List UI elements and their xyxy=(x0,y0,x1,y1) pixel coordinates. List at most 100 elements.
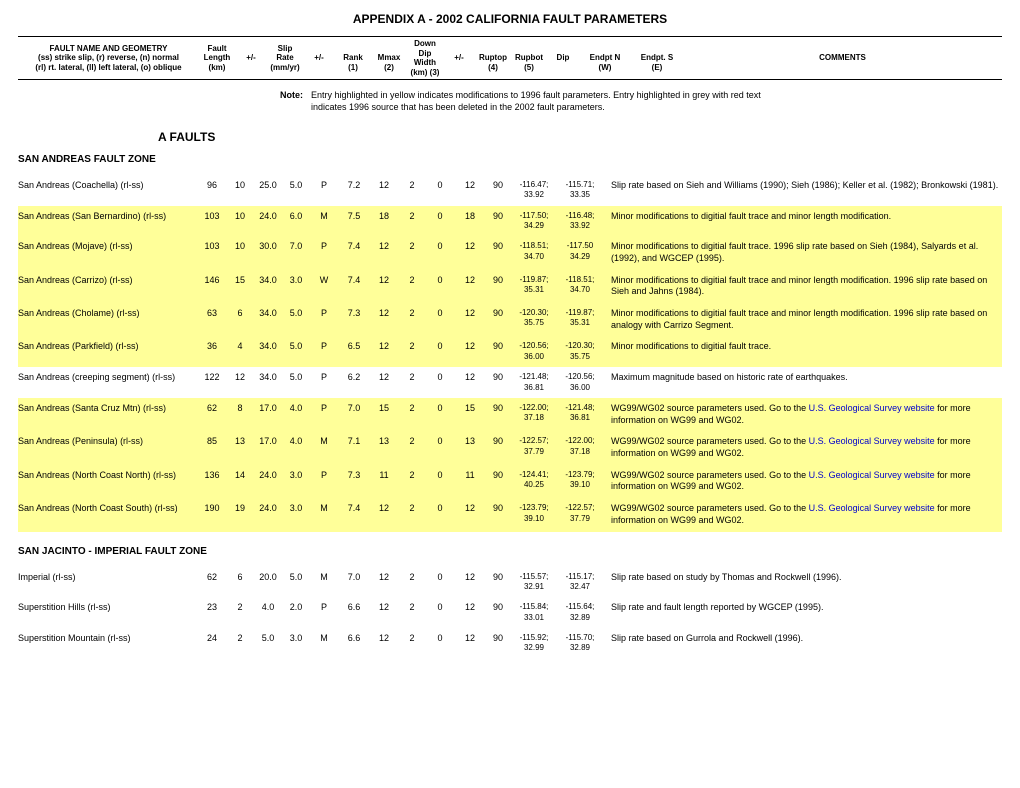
cell-lenpm: 4 xyxy=(227,341,253,353)
cell-rate: 5.0 xyxy=(253,633,283,645)
cell-rank: M xyxy=(309,211,339,223)
cell-ends: -120.30; 35.75 xyxy=(557,341,603,362)
cell-comments: Minor modifications to digitial fault tr… xyxy=(603,211,1002,223)
usgs-link[interactable]: U.S. Geological Survey website xyxy=(809,436,935,446)
cell-rate: 34.0 xyxy=(253,372,283,384)
cell-name: San Andreas (Peninsula) (rl-ss) xyxy=(18,436,197,448)
fault-row: San Andreas (North Coast North) (rl-ss)1… xyxy=(18,465,1002,498)
cell-mmax: 7.0 xyxy=(339,403,369,415)
cell-name: San Andreas (creeping segment) (rl-ss) xyxy=(18,372,197,384)
cell-rtop: 0 xyxy=(425,275,455,287)
cell-rate: 34.0 xyxy=(253,341,283,353)
hdr-c2l1: Fault xyxy=(207,44,226,53)
cell-name: Superstition Hills (rl-ss) xyxy=(18,602,197,614)
cell-lenpm: 2 xyxy=(227,602,253,614)
cell-wpm: 2 xyxy=(399,436,425,448)
hdr-c9: +/- xyxy=(454,53,464,62)
fault-row: San Andreas (Coachella) (rl-ss)961025.05… xyxy=(18,175,1002,206)
cell-dip: 90 xyxy=(485,241,511,253)
cell-rate: 34.0 xyxy=(253,308,283,320)
cell-len: 190 xyxy=(197,503,227,515)
cell-dip: 90 xyxy=(485,372,511,384)
cell-dip: 90 xyxy=(485,602,511,614)
cell-rate: 34.0 xyxy=(253,275,283,287)
cell-mmax: 6.6 xyxy=(339,602,369,614)
cell-comments: Slip rate and fault length reported by W… xyxy=(603,602,1002,614)
cell-ends: -116.48; 33.92 xyxy=(557,211,603,232)
usgs-link[interactable]: U.S. Geological Survey website xyxy=(809,470,935,480)
hdr-c13l2: (W) xyxy=(599,63,612,72)
cell-wpm: 2 xyxy=(399,572,425,584)
cell-ends: -115.70; 32.89 xyxy=(557,633,603,654)
cell-width: 12 xyxy=(369,180,399,192)
section-a-heading: A FAULTS xyxy=(158,130,1002,144)
cell-mmax: 6.5 xyxy=(339,341,369,353)
cell-len: 103 xyxy=(197,241,227,253)
cell-endn: -122.57; 37.79 xyxy=(511,436,557,457)
cell-rbot: 12 xyxy=(455,241,485,253)
cell-width: 12 xyxy=(369,503,399,515)
cell-rate: 24.0 xyxy=(253,470,283,482)
cell-ratepm: 5.0 xyxy=(283,308,309,320)
cell-len: 63 xyxy=(197,308,227,320)
hdr-c10l2: (4) xyxy=(488,63,498,72)
cell-rbot: 18 xyxy=(455,211,485,223)
fault-row: San Andreas (Peninsula) (rl-ss)851317.04… xyxy=(18,431,1002,464)
cell-ends: -122.00; 37.18 xyxy=(557,436,603,457)
hdr-c10l1: Ruptop xyxy=(479,53,507,62)
hdr-c2l2: Length xyxy=(204,53,231,62)
cell-mmax: 7.3 xyxy=(339,308,369,320)
cell-len: 146 xyxy=(197,275,227,287)
cell-len: 85 xyxy=(197,436,227,448)
cell-name: San Andreas (Carrizo) (rl-ss) xyxy=(18,275,197,287)
cell-ends: -123.79; 39.10 xyxy=(557,470,603,491)
cell-width: 12 xyxy=(369,633,399,645)
fault-row: Superstition Hills (rl-ss)2324.02.0P6.61… xyxy=(18,597,1002,628)
cell-lenpm: 12 xyxy=(227,372,253,384)
cell-rtop: 0 xyxy=(425,602,455,614)
cell-rank: P xyxy=(309,241,339,253)
usgs-link[interactable]: U.S. Geological Survey website xyxy=(809,503,935,513)
usgs-link[interactable]: U.S. Geological Survey website xyxy=(809,403,935,413)
cell-rank: P xyxy=(309,180,339,192)
cell-dip: 90 xyxy=(485,633,511,645)
cell-len: 136 xyxy=(197,470,227,482)
hdr-col1-l1: FAULT NAME AND GEOMETRY xyxy=(50,44,168,53)
cell-rate: 30.0 xyxy=(253,241,283,253)
cell-dip: 90 xyxy=(485,470,511,482)
cell-mmax: 7.4 xyxy=(339,241,369,253)
cell-rate: 24.0 xyxy=(253,211,283,223)
cell-name: San Andreas (North Coast North) (rl-ss) xyxy=(18,470,197,482)
cell-comments: Minor modifications to digitial fault tr… xyxy=(603,308,1002,331)
cell-rbot: 11 xyxy=(455,470,485,482)
fault-row: San Andreas (Santa Cruz Mtn) (rl-ss)6281… xyxy=(18,398,1002,431)
cell-rank: P xyxy=(309,403,339,415)
cell-wpm: 2 xyxy=(399,372,425,384)
hdr-c6l2: (1) xyxy=(348,63,358,72)
cell-rbot: 12 xyxy=(455,572,485,584)
cell-width: 12 xyxy=(369,372,399,384)
cell-endn: -119.87; 35.31 xyxy=(511,275,557,296)
cell-rank: P xyxy=(309,372,339,384)
cell-width: 12 xyxy=(369,275,399,287)
cell-rtop: 0 xyxy=(425,341,455,353)
cell-rbot: 15 xyxy=(455,403,485,415)
cell-width: 12 xyxy=(369,241,399,253)
hdr-c3: +/- xyxy=(246,53,256,62)
hdr-c12: Dip xyxy=(557,53,570,62)
hdr-c13l1: Endpt N xyxy=(590,53,621,62)
cell-ratepm: 4.0 xyxy=(283,403,309,415)
cell-rtop: 0 xyxy=(425,372,455,384)
cell-dip: 90 xyxy=(485,341,511,353)
cell-ratepm: 2.0 xyxy=(283,602,309,614)
cell-rtop: 0 xyxy=(425,241,455,253)
cell-mmax: 6.6 xyxy=(339,633,369,645)
hdr-c4l2: Rate xyxy=(276,53,293,62)
cell-len: 62 xyxy=(197,403,227,415)
cell-lenpm: 10 xyxy=(227,180,253,192)
cell-rank: P xyxy=(309,341,339,353)
cell-lenpm: 10 xyxy=(227,241,253,253)
cell-comments: Maximum magnitude based on historic rate… xyxy=(603,372,1002,384)
hdr-c14l1: Endpt. S xyxy=(641,53,673,62)
cell-comments: Slip rate based on Sieh and Williams (19… xyxy=(603,180,1002,192)
